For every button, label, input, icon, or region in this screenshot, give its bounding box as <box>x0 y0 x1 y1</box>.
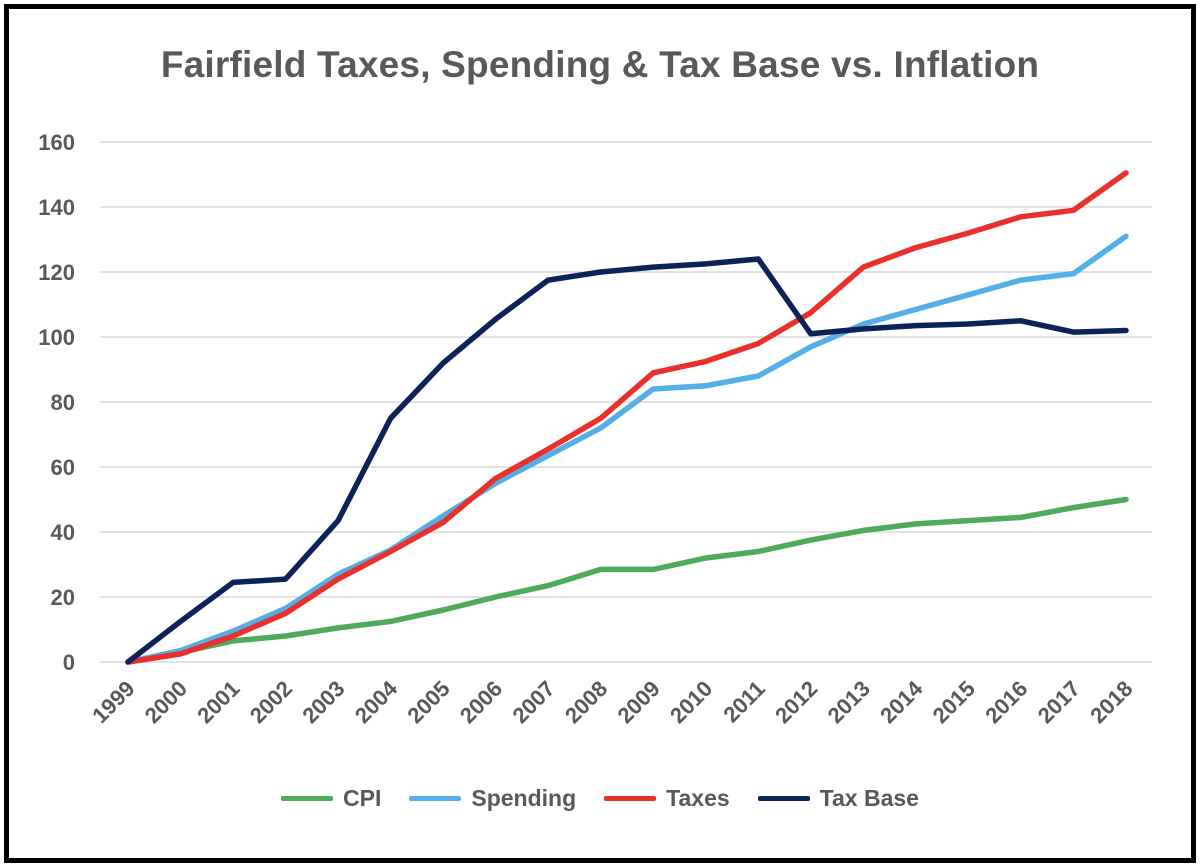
gridlines <box>100 141 1152 663</box>
series-line-cpi <box>125 496 1129 665</box>
series-line-taxes <box>125 170 1129 665</box>
y-tick-label: 140 <box>38 195 75 220</box>
y-tick-label: 20 <box>51 585 75 610</box>
x-tick-label: 2009 <box>613 676 665 728</box>
x-tick-label: 2001 <box>192 676 244 728</box>
x-tick-label: 2004 <box>350 675 403 728</box>
legend-swatch <box>757 796 810 801</box>
chart-frame <box>4 4 1196 863</box>
y-tick-label: 60 <box>51 455 75 480</box>
x-tick-label: 2015 <box>928 676 980 728</box>
legend-item-spending: Spending <box>409 785 576 812</box>
legend: CPI Spending Taxes Tax Base <box>0 785 1200 812</box>
legend-item-taxes: Taxes <box>604 785 730 812</box>
y-tick-label: 100 <box>38 325 75 350</box>
y-tick-label: 160 <box>38 130 75 155</box>
x-tick-label: 1999 <box>87 676 139 728</box>
legend-label: CPI <box>343 785 382 811</box>
y-tick-label: 120 <box>38 260 75 285</box>
series-lines <box>125 170 1129 665</box>
x-tick-label: 2017 <box>1033 676 1085 728</box>
legend-swatch <box>281 796 334 801</box>
x-tick-label: 2007 <box>507 676 559 728</box>
x-tick-label: 2005 <box>402 676 454 728</box>
legend-swatch <box>604 796 657 801</box>
x-tick-label: 2012 <box>770 676 822 728</box>
x-tick-label: 2000 <box>140 676 192 728</box>
y-tick-label: 0 <box>63 650 75 675</box>
legend-label: Tax Base <box>819 785 919 811</box>
y-tick-label: 40 <box>51 520 75 545</box>
x-tick-label: 2013 <box>823 676 875 728</box>
series-line-spending <box>125 233 1129 665</box>
chart-title: Fairfield Taxes, Spending & Tax Base vs.… <box>160 44 1040 85</box>
x-tick-label: 2011 <box>718 676 769 727</box>
legend-item-cpi: CPI <box>281 785 381 812</box>
x-tick-label: 2010 <box>665 676 717 728</box>
y-axis-tick-labels: 0 20 40 60 80 100 120 140 160 <box>38 130 75 675</box>
x-tick-label: 2006 <box>455 676 507 728</box>
x-tick-label: 2018 <box>1085 676 1137 728</box>
x-tick-label: 2016 <box>980 676 1032 728</box>
legend-item-tax-base: Tax Base <box>757 785 919 812</box>
legend-swatch <box>409 796 462 801</box>
x-axis-tick-labels: 1999 2000 2001 2002 2003 2004 2005 2006 2007 2008… <box>87 675 1137 728</box>
y-tick-label: 80 <box>51 390 75 415</box>
x-tick-label: 2014 <box>875 675 928 728</box>
x-tick-label: 2008 <box>560 676 612 728</box>
series-line-tax-base <box>125 256 1129 665</box>
x-tick-label: 2003 <box>297 676 349 728</box>
x-tick-label: 2002 <box>245 676 297 728</box>
legend-label: Spending <box>471 785 577 811</box>
legend-label: Taxes <box>666 785 730 811</box>
